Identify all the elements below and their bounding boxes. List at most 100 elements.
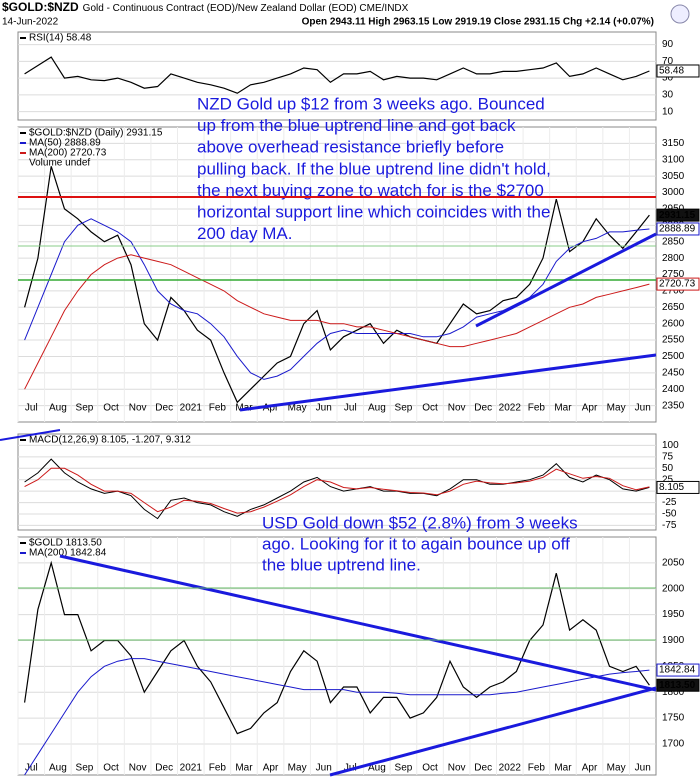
panel: [17, 31, 657, 121]
legend-entry: MA(200) 1842.84: [29, 548, 107, 559]
x-tick-label: Jun: [635, 403, 651, 414]
last-value-label: 2888.89: [659, 224, 696, 235]
series-line: [24, 56, 650, 94]
series-line: [24, 560, 650, 735]
y-tick-label: 50: [662, 73, 674, 84]
legend-entry: $GOLD:$NZD (Daily) 2931.15: [29, 128, 163, 139]
last-value-tag: [656, 678, 700, 692]
x-tick-label: Dec: [474, 763, 492, 774]
y-tick-label: 2450: [662, 367, 685, 378]
annotation: 200 day MA.: [197, 224, 292, 243]
y-tick-label: 3000: [662, 187, 685, 198]
x-tick-label: Jul: [344, 403, 357, 414]
y-tick-label: 1750: [662, 713, 685, 724]
y-tick-label: 2650: [662, 302, 685, 313]
y-tick-label: -25: [662, 497, 677, 508]
annotation: the blue uptrend line.: [262, 555, 421, 574]
last-value-label: 58.48: [659, 66, 684, 77]
x-tick-label: 2022: [499, 403, 522, 414]
quote: Open 2943.11 High 2963.15 Low 2919.19 Cl…: [302, 17, 654, 28]
y-tick-label: 1950: [662, 609, 685, 620]
y-tick-label: 1900: [662, 635, 685, 646]
y-tick-label: 2050: [662, 558, 685, 569]
x-tick-label: Mar: [235, 763, 253, 774]
x-tick-label: Nov: [448, 763, 466, 774]
legend-entry: RSI(14) 58.48: [29, 33, 92, 44]
legend-entry: $GOLD 1813.50: [29, 538, 102, 549]
annotation: above overhead resistance briefly before: [197, 138, 504, 157]
y-tick-label: 3100: [662, 154, 685, 165]
legend-entry: MA(200) 2720.73: [29, 148, 107, 159]
last-value-tag: [656, 480, 700, 494]
trend-line: [329, 686, 657, 777]
y-tick-label: 1700: [662, 739, 685, 750]
y-tick-label: 2700: [662, 286, 685, 297]
annotation: horizontal support line which coincides …: [197, 202, 550, 221]
y-tick-label: 3150: [662, 138, 685, 149]
y-tick-label: 2500: [662, 351, 685, 362]
last-value-tag: [656, 222, 700, 236]
x-tick-label: Nov: [129, 763, 147, 774]
last-value-label: 8.105: [659, 482, 684, 493]
y-tick-label: 2000: [662, 583, 685, 594]
x-tick-label: May: [288, 763, 307, 774]
y-tick-label: 75: [662, 451, 674, 462]
x-tick-label: Dec: [474, 403, 492, 414]
y-tick-label: 2800: [662, 253, 685, 264]
last-value-label: 1842.84: [659, 665, 696, 676]
x-tick-label: Apr: [263, 403, 279, 414]
x-tick-label: Aug: [368, 763, 386, 774]
annotation: pulling back. If the blue uptrend line d…: [197, 159, 551, 178]
x-tick-label: Jun: [635, 763, 651, 774]
x-tick-label: Dec: [155, 403, 173, 414]
x-tick-label: Feb: [528, 763, 546, 774]
annotation: the next buying zone to watch for is the…: [197, 181, 544, 200]
x-tick-label: Apr: [582, 403, 598, 414]
annotation: ago. Looking for it to again bounce up o…: [262, 534, 570, 553]
annotation: USD Gold down $52 (2.8%) from 3 weeks: [262, 513, 578, 532]
x-tick-label: Mar: [554, 763, 572, 774]
last-value-label: 2931.15: [659, 210, 696, 221]
last-value-tag: [656, 277, 700, 291]
x-tick-label: Nov: [129, 403, 147, 414]
y-tick-label: 2750: [662, 269, 685, 280]
x-tick-label: Sep: [395, 403, 413, 414]
annotation: NZD Gold up $12 from 3 weeks ago. Bounce…: [197, 94, 545, 113]
last-value-label: 1813.50: [659, 680, 696, 691]
last-value-tag: [656, 208, 700, 222]
symbol: $GOLD:$NZD: [2, 0, 79, 14]
y-tick-label: 25: [662, 474, 674, 485]
series-line: [24, 458, 650, 520]
y-tick-label: 90: [662, 39, 674, 50]
y-tick-label: 70: [662, 56, 674, 67]
x-tick-label: Mar: [554, 403, 572, 414]
annotation: up from the blue uptrend line and got ba…: [197, 116, 516, 135]
x-tick-label: Feb: [209, 763, 227, 774]
y-tick-label: 2350: [662, 400, 685, 411]
y-tick-label: 2600: [662, 318, 685, 329]
x-tick-label: 2021: [180, 403, 203, 414]
legend-entry: MA(50) 2888.89: [29, 138, 101, 149]
y-tick-label: 2850: [662, 236, 685, 247]
x-tick-label: Feb: [528, 403, 546, 414]
x-tick-label: Jul: [25, 763, 38, 774]
x-tick-label: Sep: [395, 763, 413, 774]
description: Gold - Continuous Contract (EOD)/New Zea…: [83, 3, 409, 14]
x-tick-label: Sep: [76, 763, 94, 774]
legend-entry: MACD(12,26,9) 8.105, -1.207, 9.312: [29, 435, 191, 446]
header-line: $GOLD:$NZD Gold - Continuous Contract (EO…: [2, 0, 409, 14]
x-tick-label: May: [288, 403, 307, 414]
y-tick-label: 1800: [662, 687, 685, 698]
y-tick-label: -75: [662, 520, 677, 531]
y-tick-label: -50: [662, 509, 677, 520]
date: 14-Jun-2022: [2, 17, 59, 28]
y-tick-label: 2550: [662, 335, 685, 346]
trend-line: [239, 353, 657, 412]
series-line: [24, 658, 650, 776]
x-tick-label: Aug: [368, 403, 386, 414]
last-value-label: 2720.73: [659, 279, 696, 290]
x-tick-label: Feb: [209, 403, 227, 414]
last-value-tag: [656, 64, 700, 78]
x-tick-label: Jul: [25, 403, 38, 414]
